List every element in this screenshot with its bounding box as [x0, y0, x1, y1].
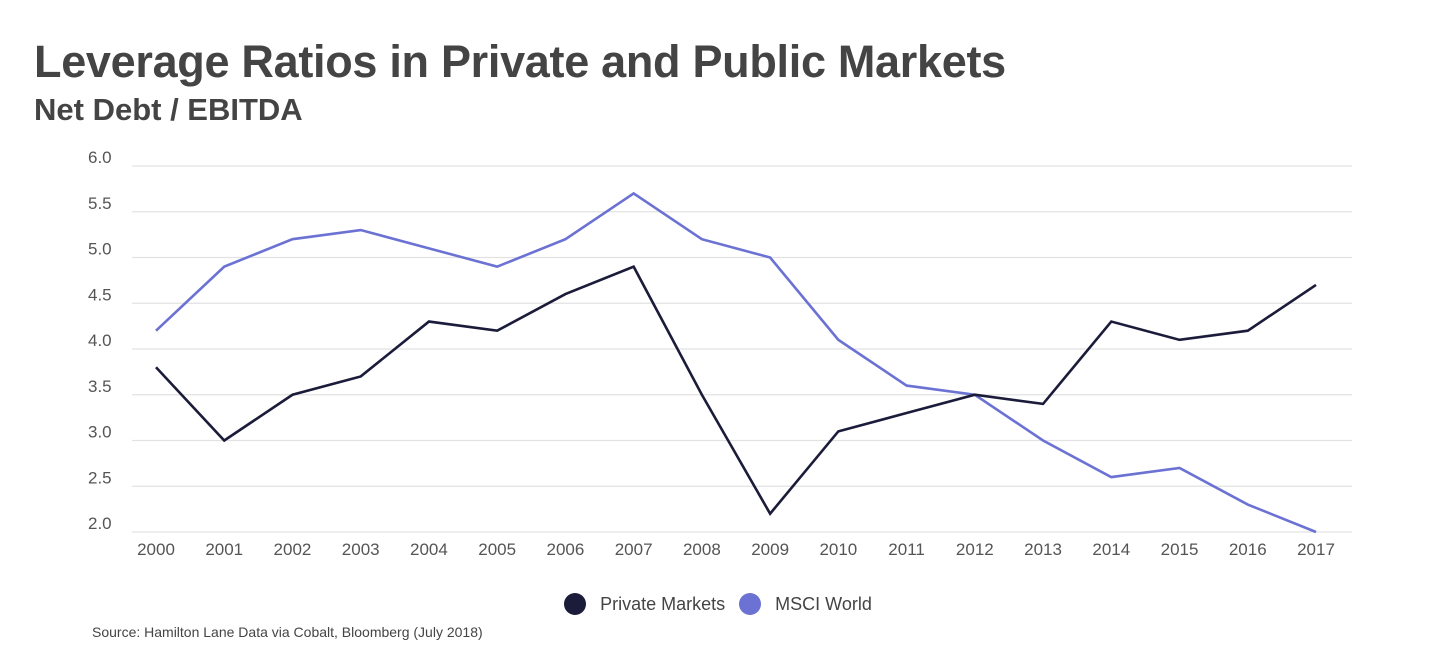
x-tick-label: 2015 — [1161, 540, 1199, 559]
legend-item-msci-world[interactable]: MSCI World — [739, 593, 872, 615]
data-point-msci-world[interactable] — [153, 328, 159, 334]
x-tick-label: 2016 — [1229, 540, 1267, 559]
x-tick-label: 2004 — [410, 540, 448, 559]
data-point-private-markets[interactable] — [767, 511, 773, 517]
x-tick-label: 2003 — [342, 540, 380, 559]
data-point-private-markets[interactable] — [904, 410, 910, 416]
data-point-msci-world[interactable] — [426, 245, 432, 251]
data-point-msci-world[interactable] — [1108, 474, 1114, 480]
data-point-private-markets[interactable] — [358, 373, 364, 379]
data-point-private-markets[interactable] — [562, 291, 568, 297]
legend-item-private-markets[interactable]: Private Markets — [564, 593, 725, 615]
data-point-private-markets[interactable] — [153, 364, 159, 370]
data-point-private-markets[interactable] — [631, 264, 637, 270]
data-point-private-markets[interactable] — [1177, 337, 1183, 343]
x-tick-label: 2017 — [1297, 540, 1335, 559]
x-tick-label: 2012 — [956, 540, 994, 559]
data-point-msci-world[interactable] — [767, 255, 773, 261]
data-point-private-markets[interactable] — [972, 392, 978, 398]
data-point-msci-world[interactable] — [494, 264, 500, 270]
data-point-msci-world[interactable] — [1245, 502, 1251, 508]
y-tick-label: 4.0 — [88, 331, 112, 350]
y-tick-label: 4.5 — [88, 285, 112, 304]
x-tick-label: 2001 — [205, 540, 243, 559]
y-tick-label: 6.0 — [88, 148, 112, 167]
x-tick-label: 2011 — [888, 540, 925, 559]
data-point-private-markets[interactable] — [221, 438, 227, 444]
y-tick-label: 5.0 — [88, 240, 112, 259]
data-point-msci-world[interactable] — [358, 227, 364, 233]
data-point-msci-world[interactable] — [1040, 438, 1046, 444]
legend-label-msci-world: MSCI World — [775, 593, 872, 614]
x-tick-label: 2010 — [819, 540, 857, 559]
x-tick-label: 2014 — [1092, 540, 1130, 559]
data-point-private-markets[interactable] — [1313, 282, 1319, 288]
x-tick-label: 2009 — [751, 540, 789, 559]
legend-swatch-private-markets — [564, 593, 587, 615]
x-tick-label: 2013 — [1024, 540, 1062, 559]
x-tick-label: 2000 — [137, 540, 175, 559]
data-point-private-markets[interactable] — [1040, 401, 1046, 407]
source-note: Source: Hamilton Lane Data via Cobalt, B… — [92, 624, 483, 640]
data-point-msci-world[interactable] — [289, 236, 295, 242]
chart-subtitle: Net Debt / EBITDA — [34, 92, 303, 127]
data-point-msci-world[interactable] — [1313, 529, 1319, 535]
series-line-private-markets[interactable] — [155, 265, 1317, 516]
data-point-msci-world[interactable] — [562, 236, 568, 242]
y-tick-label: 5.5 — [88, 194, 112, 213]
y-tick-label: 2.0 — [88, 514, 112, 533]
legend: Private Markets MSCI World — [0, 593, 1436, 615]
data-point-msci-world[interactable] — [1177, 465, 1183, 471]
data-point-private-markets[interactable] — [1108, 319, 1114, 325]
data-point-msci-world[interactable] — [904, 383, 910, 389]
data-point-private-markets[interactable] — [835, 428, 841, 434]
y-tick-label: 3.5 — [88, 377, 112, 396]
legend-label-private-markets: Private Markets — [600, 593, 726, 614]
data-point-private-markets[interactable] — [494, 328, 500, 334]
y-tick-label: 3.0 — [88, 423, 112, 442]
data-point-msci-world[interactable] — [221, 264, 227, 270]
x-tick-label: 2005 — [478, 540, 516, 559]
chart-title: Leverage Ratios in Private and Public Ma… — [34, 36, 1006, 87]
data-point-private-markets[interactable] — [1245, 328, 1251, 334]
x-tick-label: 2002 — [274, 540, 312, 559]
x-tick-label: 2006 — [546, 540, 584, 559]
x-tick-label: 2008 — [683, 540, 721, 559]
x-tick-label: 2007 — [615, 540, 653, 559]
data-point-msci-world[interactable] — [631, 190, 637, 196]
y-tick-label: 2.5 — [88, 468, 112, 487]
data-point-private-markets[interactable] — [699, 392, 705, 398]
data-point-msci-world[interactable] — [835, 337, 841, 343]
legend-swatch-msci-world — [739, 593, 762, 615]
data-point-msci-world[interactable] — [699, 236, 705, 242]
data-point-private-markets[interactable] — [289, 392, 295, 398]
series-line-msci-world[interactable] — [155, 191, 1317, 534]
data-point-private-markets[interactable] — [426, 319, 432, 325]
